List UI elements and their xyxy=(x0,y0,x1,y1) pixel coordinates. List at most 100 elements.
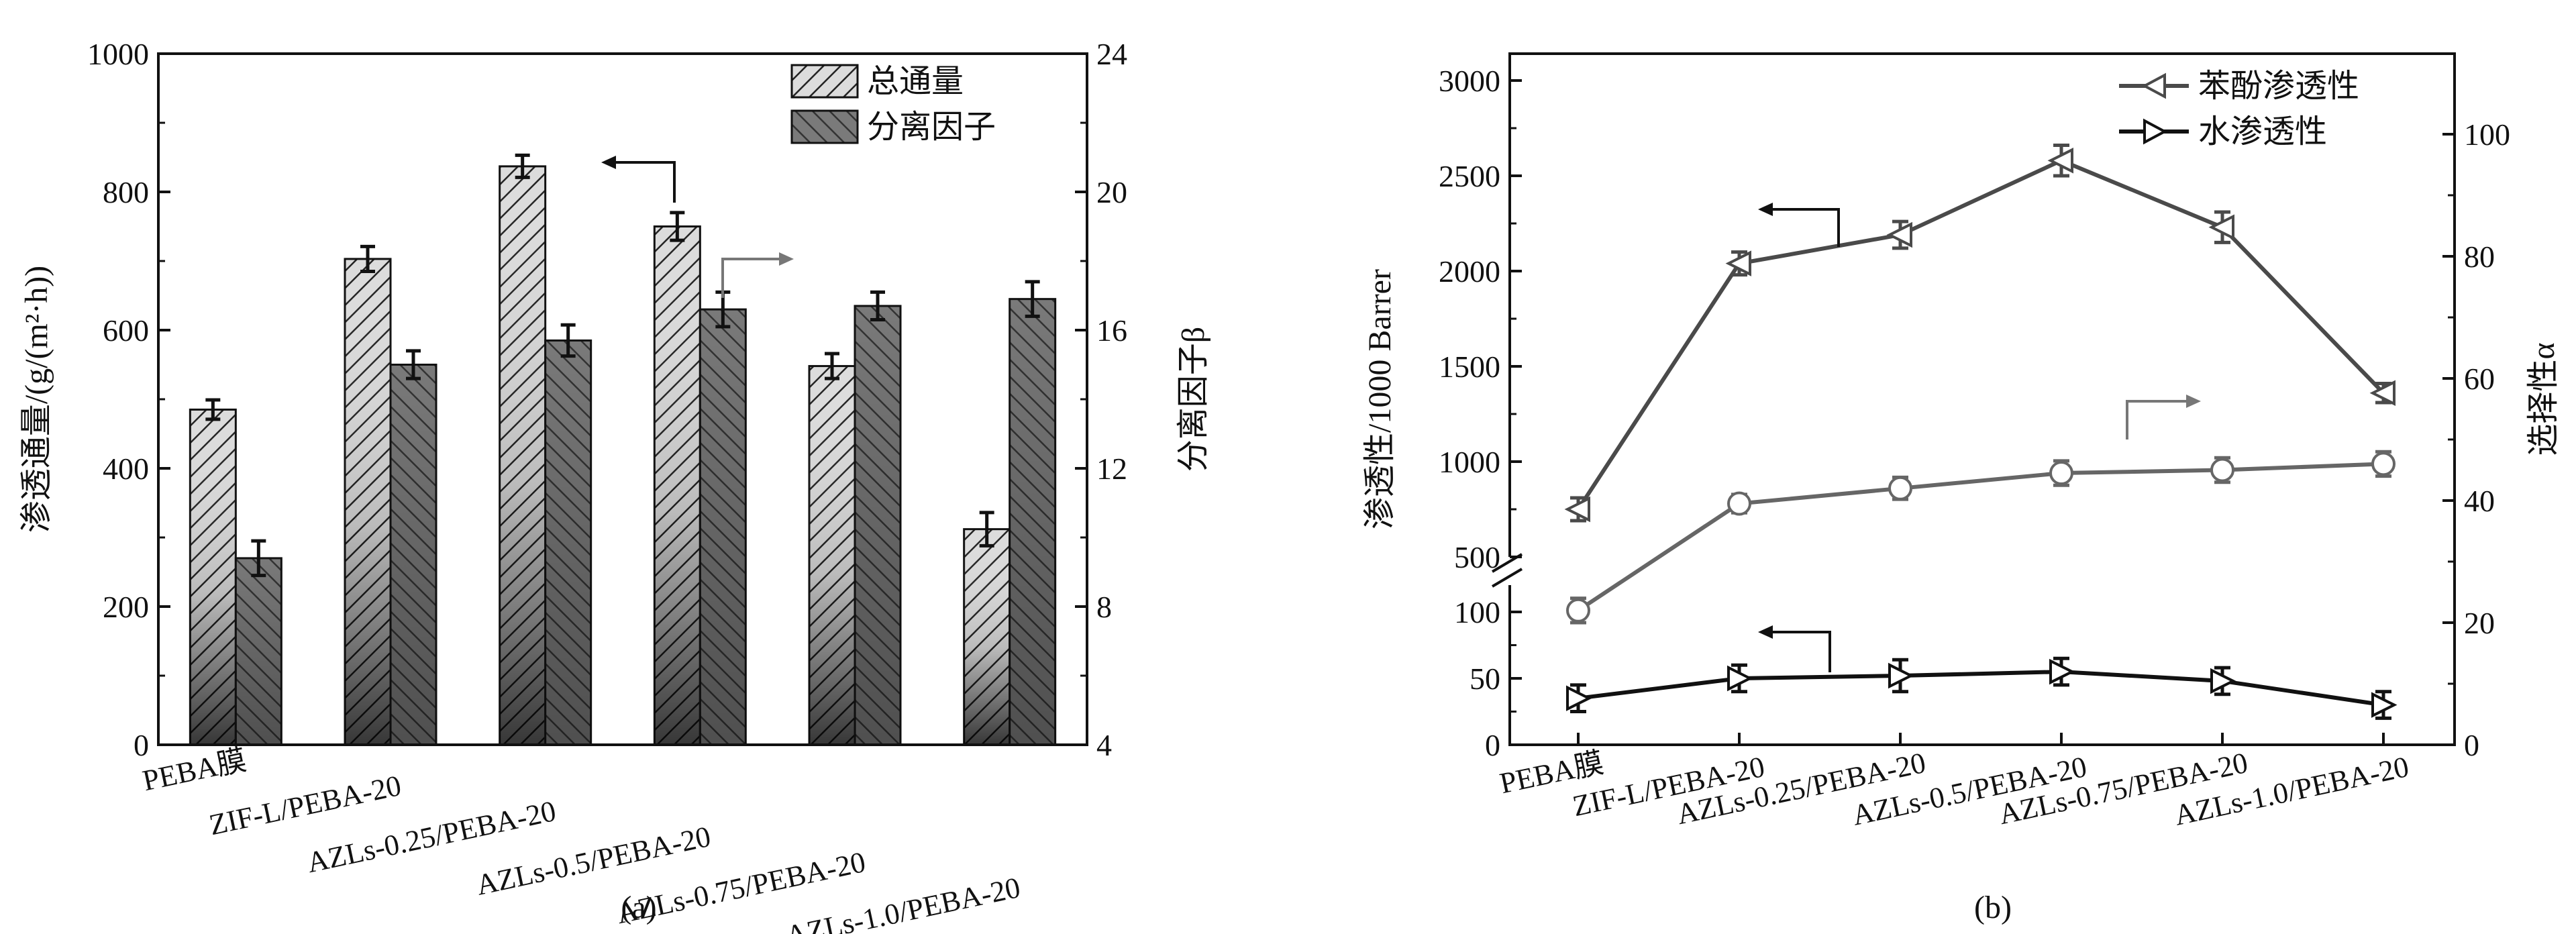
b-point-0-4 xyxy=(2208,214,2234,240)
b-panel-label: (b) xyxy=(1974,890,2012,925)
a-ytick-label-3: 600 xyxy=(103,313,149,348)
a-legend-label-0: 总通量 xyxy=(867,64,964,99)
a-bar-flux-shade-4 xyxy=(809,366,855,745)
a-legend-swatch-1 xyxy=(790,109,859,144)
b-point-1-5 xyxy=(2371,692,2398,718)
b-y2tick-label-5: 100 xyxy=(2464,117,2510,152)
a-bar-flux-shade-0 xyxy=(190,409,236,745)
b-y2tick-label-0: 0 xyxy=(2464,728,2479,762)
b-y2label: 选择性α xyxy=(2526,342,2561,456)
a-arrow-right-head xyxy=(779,252,794,266)
b-arrow-selectivity xyxy=(2126,400,2189,439)
b-ytick-upper-label-3: 2000 xyxy=(1439,254,1500,289)
a-error-bars xyxy=(205,153,1040,578)
b-y2tick-label-2: 40 xyxy=(2464,484,2495,518)
a-y2tick-label-2: 12 xyxy=(1096,452,1127,486)
chart-b: 500 1000 1500 2000 2500 3000 0 50 100 0 20 40 60 80 1… xyxy=(1362,52,2561,925)
a-bar-flux-shade-5 xyxy=(964,529,1010,745)
b-right-axis: 0 20 40 60 80 100 xyxy=(2442,117,2510,762)
b-arrow-phenol xyxy=(1770,208,1840,247)
b-ylabel: 渗透性/1000 Barrer xyxy=(1362,269,1398,529)
b-arrow-phenol-head xyxy=(1758,203,1773,216)
a-arrow-right xyxy=(721,258,782,298)
a-bar-flux-shade-1 xyxy=(345,258,391,745)
a-bar-flux-shade-2 xyxy=(499,166,546,745)
a-category-labels: PEBA膜ZIF-L/PEBA-20AZLs-0.25/PEBA-20AZLs-… xyxy=(140,743,1023,934)
b-series-line-2 xyxy=(1577,462,2384,613)
b-point-2-2 xyxy=(1888,476,1912,501)
a-legend-label-1: 分离因子 xyxy=(867,109,996,145)
a-arrow-left-head xyxy=(601,156,616,169)
a-legend-swatch-0 xyxy=(790,64,859,99)
b-legend-label-0: 苯酚渗透性 xyxy=(2198,68,2359,104)
b-point-1-3 xyxy=(2049,658,2075,685)
a-left-axis: 0 200 400 600 800 1000 xyxy=(87,37,170,762)
a-bar-flux-shade-3 xyxy=(654,226,701,745)
b-legend-label-1: 水渗透性 xyxy=(2198,114,2327,150)
a-panel-label: (a) xyxy=(621,890,656,925)
chart-a: 0 200 400 600 800 1000 4 8 12 16 20 24 PEBA膜ZIF-L/… xyxy=(19,37,1211,934)
a-bar-factor-shade-0 xyxy=(236,558,282,745)
a-legend: 总通量 分离因子 xyxy=(790,64,996,145)
a-errbar-flux-2 xyxy=(515,153,530,179)
a-category-label-0: PEBA膜 xyxy=(140,743,249,797)
b-ytick-upper-label-4: 2500 xyxy=(1439,159,1500,193)
b-point-2-0 xyxy=(1566,598,1590,623)
a-ytick-label-4: 800 xyxy=(103,175,149,209)
a-y2label: 分离因子β xyxy=(1176,327,1211,472)
b-category-labels: PEBA膜ZIF-L/PEBA-20AZLs-0.25/PEBA-20AZLs-… xyxy=(1497,733,2412,832)
b-ytick-upper-label-0: 500 xyxy=(1454,540,1500,574)
b-point-0-0 xyxy=(1564,496,1590,523)
b-ytick-lower-label-0: 0 xyxy=(1485,728,1500,762)
b-legend: 苯酚渗透性 水渗透性 xyxy=(2119,68,2359,150)
a-errbar-factor-0 xyxy=(251,539,266,578)
b-series-line-1 xyxy=(1578,670,2384,707)
b-point-0-1 xyxy=(1725,250,1751,276)
b-point-2-5 xyxy=(2371,452,2395,476)
b-y2tick-label-4: 80 xyxy=(2464,240,2495,274)
a-errbar-factor-5 xyxy=(1025,280,1040,318)
b-series-markers xyxy=(1564,144,2398,720)
a-ylabel: 渗透通量/(g/(m²·h)) xyxy=(19,266,54,533)
b-point-1-4 xyxy=(2210,668,2236,694)
b-point-2-1 xyxy=(1727,491,1751,516)
a-bar-factor-shade-1 xyxy=(391,364,436,745)
b-point-1-0 xyxy=(1566,685,1592,711)
b-series-line-0 xyxy=(1576,158,2385,511)
b-arrow-selectivity-head xyxy=(2186,395,2201,408)
a-bar-factor-shade-3 xyxy=(700,309,746,745)
b-point-0-5 xyxy=(2369,380,2395,406)
b-legend-marker-1 xyxy=(2143,118,2168,145)
a-ytick-label-2: 400 xyxy=(103,452,149,486)
b-point-1-1 xyxy=(1727,665,1753,692)
a-errbar-flux-0 xyxy=(205,398,221,421)
a-y2tick-label-3: 16 xyxy=(1096,313,1127,348)
b-ytick-upper-label-1: 1000 xyxy=(1439,445,1500,479)
b-point-1-2 xyxy=(1888,662,1914,689)
a-arrow-left xyxy=(612,161,676,203)
a-ytick-label-1: 200 xyxy=(103,590,149,624)
a-category-label-1: ZIF-L/PEBA-20 xyxy=(206,769,404,841)
a-bar-factor-shade-2 xyxy=(545,340,591,745)
a-plot-frame xyxy=(157,52,1088,746)
b-point-2-3 xyxy=(2049,461,2073,486)
a-errbar-flux-3 xyxy=(670,211,685,242)
b-y2tick-label-3: 60 xyxy=(2464,362,2495,396)
a-errbar-flux-5 xyxy=(979,511,994,548)
a-y2tick-label-4: 20 xyxy=(1096,175,1127,209)
a-errbar-flux-4 xyxy=(825,352,839,380)
a-errbar-factor-2 xyxy=(560,323,576,358)
a-errbar-flux-1 xyxy=(360,244,375,273)
b-ytick-lower-label-1: 50 xyxy=(1470,662,1500,696)
b-arrow-water-head xyxy=(1758,625,1773,639)
a-ytick-label-0: 0 xyxy=(134,728,149,762)
b-ytick-upper-label-5: 3000 xyxy=(1439,64,1500,98)
b-legend-marker-0 xyxy=(2141,72,2166,99)
a-bars xyxy=(189,165,1057,746)
a-right-axis: 4 8 12 16 20 24 xyxy=(1075,37,1127,762)
a-bar-factor-shade-4 xyxy=(855,305,900,745)
b-ytick-upper-label-2: 1500 xyxy=(1439,350,1500,384)
b-ytick-lower-label-2: 100 xyxy=(1454,595,1500,629)
b-left-axis: 500 1000 1500 2000 2500 3000 0 50 100 xyxy=(1439,64,1522,762)
